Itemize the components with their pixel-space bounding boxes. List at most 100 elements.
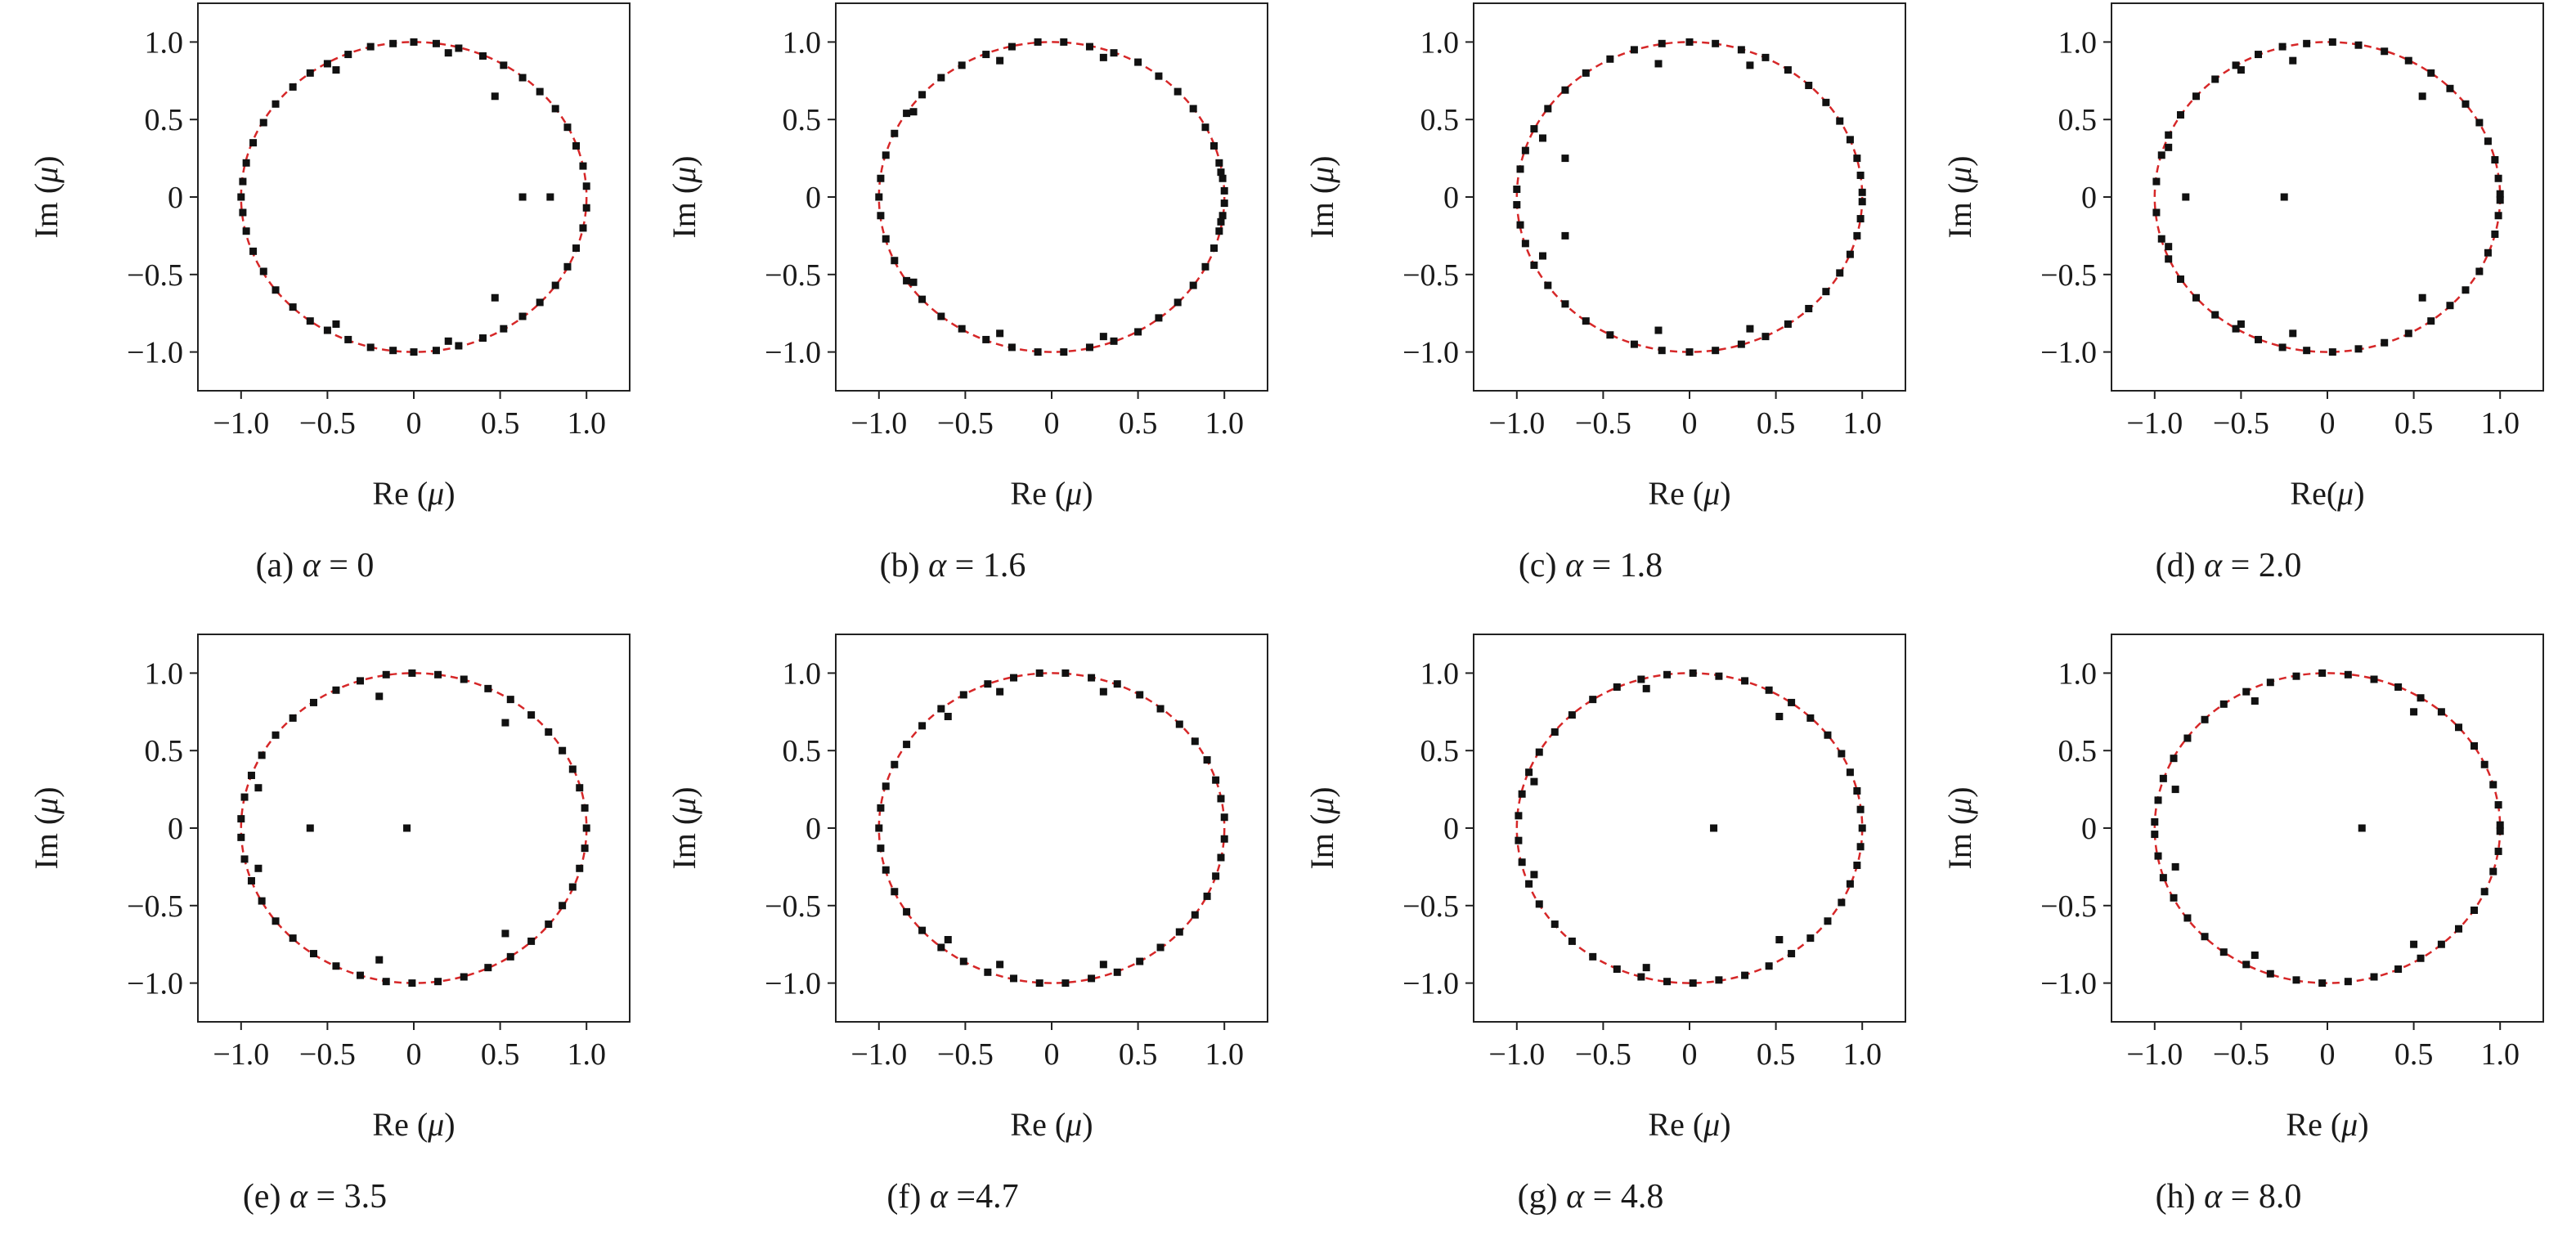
data-point — [1061, 979, 1070, 987]
data-point — [1606, 55, 1614, 63]
data-point — [501, 719, 509, 727]
data-point — [1642, 964, 1650, 972]
data-point — [310, 698, 318, 706]
data-point — [2165, 255, 2173, 263]
data-point — [2237, 320, 2245, 328]
data-point — [1689, 979, 1697, 987]
y-tick-label: −0.5 — [1402, 258, 1459, 293]
data-point — [1113, 968, 1121, 976]
data-point — [2394, 965, 2403, 974]
data-point — [527, 937, 536, 945]
data-point — [1085, 43, 1093, 51]
x-tick-label: 1.0 — [1205, 1037, 1244, 1072]
data-point — [1191, 911, 1199, 919]
data-point — [259, 119, 267, 127]
panel-caption: (a) α = 0 — [255, 547, 375, 584]
data-point — [1613, 965, 1621, 974]
data-point — [1085, 343, 1093, 352]
data-point — [1846, 136, 1854, 144]
y-tick-label: 0 — [2081, 181, 2097, 215]
y-tick-label: 0 — [2081, 812, 2097, 846]
data-point — [2491, 231, 2499, 239]
x-tick-label: 1.0 — [2480, 1037, 2520, 1072]
data-point — [1630, 340, 1638, 348]
data-point — [1518, 858, 1526, 867]
data-point — [444, 337, 452, 345]
data-point — [1174, 298, 1182, 307]
x-tick-label: −1.0 — [850, 406, 907, 441]
data-point — [877, 174, 885, 182]
data-point — [1710, 824, 1718, 832]
data-point — [506, 952, 514, 961]
plot-frame — [197, 2, 631, 392]
data-point — [937, 312, 945, 320]
data-point — [242, 159, 250, 167]
data-point — [1099, 333, 1107, 341]
data-point — [332, 66, 340, 74]
y-tick-label: −0.5 — [2040, 258, 2097, 293]
data-point — [1765, 962, 1773, 970]
data-point — [1824, 917, 1832, 925]
data-point — [289, 83, 297, 91]
x-tick-label: 1.0 — [567, 406, 606, 441]
data-point — [2170, 755, 2178, 763]
data-point — [1175, 928, 1183, 936]
data-point — [1136, 691, 1144, 699]
data-point — [434, 670, 442, 678]
panel-caption: (d) α = 2.0 — [2155, 547, 2302, 584]
data-point — [1737, 46, 1745, 54]
data-point — [877, 804, 885, 812]
data-point — [2328, 38, 2336, 46]
data-point — [1775, 936, 1784, 944]
x-axis-label: Re (μ) — [1010, 475, 1093, 512]
data-point — [2211, 311, 2219, 319]
data-point — [484, 964, 492, 972]
data-point — [2462, 100, 2470, 108]
data-point — [506, 696, 514, 704]
data-point — [2496, 190, 2504, 198]
x-tick-label: −0.5 — [937, 1037, 994, 1072]
data-point — [1765, 686, 1773, 694]
data-point — [1741, 677, 1749, 685]
data-point — [875, 193, 883, 201]
data-point — [1210, 141, 1218, 150]
data-point — [478, 52, 487, 60]
data-point — [918, 926, 927, 934]
y-tick-label: 1.0 — [1420, 656, 1460, 691]
data-point — [1156, 943, 1165, 952]
panel-caption: (h) α = 8.0 — [2155, 1178, 2302, 1216]
scatter-plot: −1.0 −1.0 −0.5 −0.5 0 0 0.5 0.5 1.0 1.0 Re (μ) Im (… — [28, 634, 631, 1143]
data-point — [891, 129, 899, 137]
data-point — [2404, 56, 2412, 65]
data-point — [1551, 728, 1559, 736]
y-tick-label: −1.0 — [127, 967, 183, 1001]
y-tick-label: 0.5 — [145, 103, 184, 137]
data-point — [2489, 781, 2497, 789]
data-point — [1035, 979, 1043, 987]
data-point — [1113, 680, 1121, 688]
data-point — [2494, 801, 2502, 809]
x-tick-label: 1.0 — [1842, 406, 1882, 441]
y-tick-label: 0.5 — [2058, 103, 2098, 137]
data-point — [1654, 60, 1663, 68]
data-point — [1088, 974, 1096, 983]
data-point — [1218, 174, 1227, 182]
data-point — [1589, 952, 1597, 961]
data-point — [1201, 262, 1209, 271]
data-point — [1858, 198, 1866, 206]
data-point — [478, 334, 487, 343]
data-point — [389, 347, 397, 355]
data-point — [518, 312, 527, 320]
data-point — [2289, 56, 2297, 65]
data-point — [568, 883, 577, 891]
data-point — [1515, 836, 1523, 844]
data-point — [1568, 711, 1576, 719]
data-point — [1521, 240, 1529, 248]
y-axis-label: Im (μ) — [666, 155, 702, 238]
data-point — [582, 204, 590, 212]
data-point — [982, 51, 990, 59]
y-tick-label: 0.5 — [2058, 734, 2098, 768]
data-point — [1858, 824, 1866, 832]
data-point — [1212, 872, 1220, 880]
data-point — [239, 177, 247, 186]
